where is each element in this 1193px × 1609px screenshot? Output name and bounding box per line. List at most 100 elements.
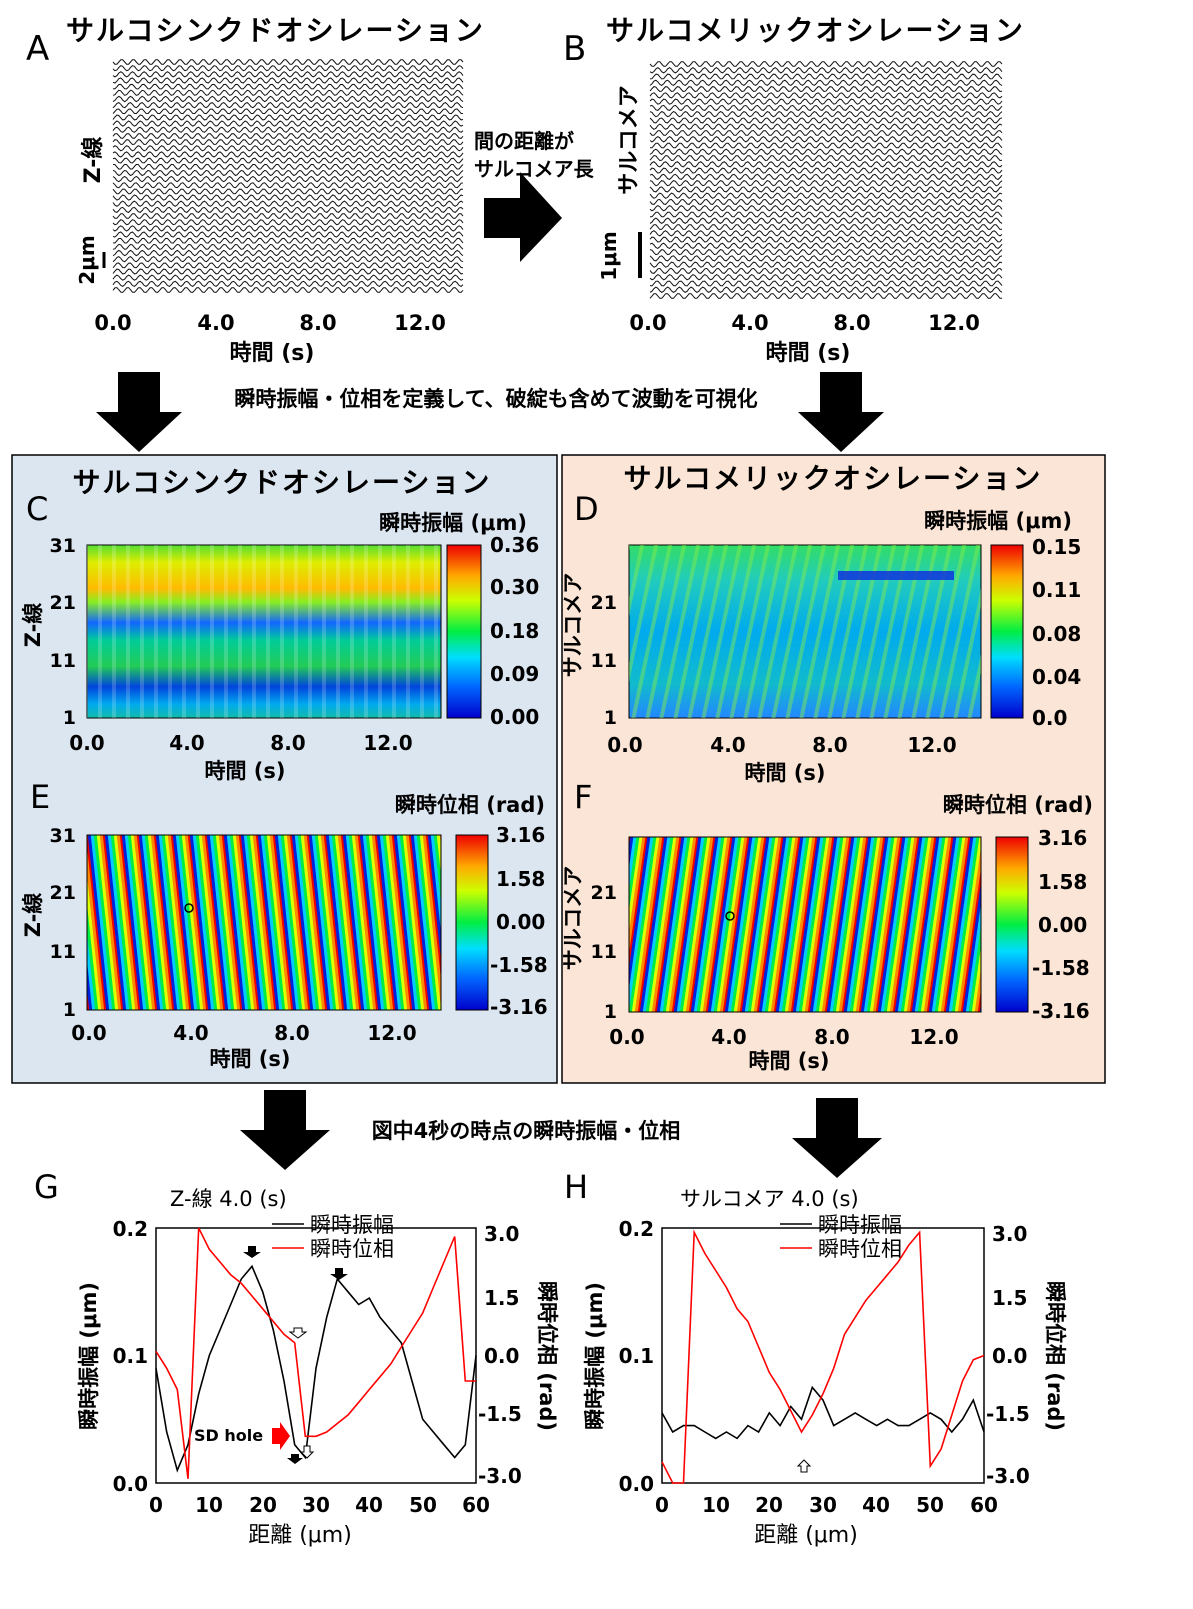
panel-c-ytick-1: 21	[50, 592, 76, 614]
panel-e-ytick-0: 31	[50, 825, 76, 847]
tracesA-trace	[112, 206, 464, 213]
tracesB-trace	[649, 236, 1003, 243]
tracesB-trace	[649, 186, 1003, 193]
panel-c-ytick-2: 11	[50, 650, 76, 672]
tracesA-trace	[112, 65, 464, 72]
panel-d-low-band	[838, 571, 954, 580]
tracesB-trace	[649, 249, 1003, 256]
panel-h-ytick-left-2: 0.0	[619, 1472, 654, 1496]
panel-h-xtick-3: 30	[809, 1493, 837, 1517]
tracesA-trace	[112, 194, 464, 201]
tracesA-trace	[112, 219, 464, 226]
row1-arrow-text: 瞬時振幅・位相を定義して、破綻も含めて波動を可視化	[234, 387, 757, 411]
panel-a-ylabel-text: Z-線	[80, 137, 106, 184]
panel-c-cbar-title: 瞬時振幅 (μm)	[379, 511, 527, 535]
panel-g-ytick-right-3: -1.5	[478, 1402, 522, 1426]
panel-g-down-marker-icon-1	[243, 1246, 261, 1258]
down-arrow-icon-right-2	[792, 1098, 882, 1178]
panel-e-cbar-tick-4: -3.16	[490, 995, 548, 1019]
panel-d-cbar-tick-1: 0.11	[1032, 578, 1081, 602]
tracesB-trace	[649, 180, 1003, 187]
tracesB-trace	[649, 167, 1003, 174]
panel-h-xtick-1: 10	[702, 1493, 730, 1517]
panel-g-xtick-0: 0	[149, 1493, 163, 1517]
panel-d-ytick-1: 11	[591, 650, 617, 672]
panel-d-ylabel: サルコメア	[561, 573, 585, 678]
panel-e-marker	[184, 903, 194, 913]
panel-b-xlabel: 時間 (s)	[766, 341, 851, 366]
panel-c-xtick-2: 8.0	[270, 731, 305, 755]
panel-f-ylabel: サルコメア	[561, 866, 585, 971]
panel-f-ytick-2: 1	[604, 1001, 617, 1023]
panel-a-xtick-2: 8.0	[299, 311, 336, 335]
tracesA-trace	[112, 77, 464, 84]
panel-e-xtick-0: 0.0	[71, 1021, 106, 1045]
panel-e-cbar-tick-1: 1.58	[496, 867, 545, 891]
panel-g-down-marker-icon-3	[287, 1454, 303, 1464]
panel-d-xtick-0: 0.0	[607, 733, 642, 757]
panel-letter-b: B	[563, 29, 586, 69]
panel-b-xtick-3: 12.0	[928, 311, 980, 335]
panel-d-cbar-tick-0: 0.15	[1032, 535, 1081, 559]
tracesB-trace	[649, 267, 1003, 274]
panel-g-title: Z-線 4.0 (s)	[170, 1187, 287, 1211]
panel-c-heatmap-texture	[87, 545, 441, 718]
panel-e-cbar-title: 瞬時位相 (rad)	[395, 793, 545, 817]
tracesB-trace	[649, 198, 1003, 205]
tracesB-trace	[649, 61, 1003, 67]
tracesB-trace	[649, 123, 1003, 130]
panel-d-cbar-tick-3: 0.04	[1032, 665, 1081, 689]
panel-f-cbar-tick-2: 0.00	[1038, 913, 1087, 937]
panel-f-cbar-tick-3: -1.58	[1032, 956, 1090, 980]
panel-b-traces	[649, 61, 1003, 299]
panel-h-ytick-right-4: -3.0	[986, 1464, 1030, 1488]
panel-b-xtick-0: 0.0	[629, 311, 666, 335]
panel-g-up-marker-open-icon	[299, 1445, 315, 1459]
panel-h-legend-phase: 瞬時位相	[818, 1237, 902, 1261]
tracesB-trace	[649, 92, 1003, 99]
tracesA-trace	[112, 287, 464, 293]
panel-e-heatmap	[86, 834, 442, 1011]
panel-h-ylabel-left: 瞬時振幅 (μm)	[583, 1282, 607, 1430]
panel-g-xlabel: 距離 (μm)	[248, 1523, 352, 1548]
panel-f-marker	[725, 911, 735, 921]
panel-g-ytick-left-2: 0.0	[113, 1472, 148, 1496]
panel-f-xtick-1: 4.0	[711, 1025, 746, 1049]
panel-letter-g: G	[34, 1168, 59, 1206]
tracesB-trace	[649, 230, 1003, 237]
panel-f-cbar-tick-0: 3.16	[1038, 826, 1087, 850]
panel-h-ytick-left-1: 0.1	[619, 1344, 654, 1368]
panel-g-down-marker-open-icon	[288, 1327, 308, 1339]
panel-d-heatmap-texture	[629, 545, 981, 718]
panel-c-cbar-tick-2: 0.18	[490, 619, 539, 643]
panel-h-ytick-right-3: -1.5	[986, 1402, 1030, 1426]
tracesA-trace	[112, 256, 464, 263]
tracesB-trace	[649, 111, 1003, 118]
panel-g-legend-amp: 瞬時振幅	[310, 1213, 394, 1237]
tracesA-trace	[112, 157, 464, 164]
tracesB-trace	[649, 130, 1003, 136]
panel-f-ytick-1: 11	[591, 941, 617, 963]
tracesA-trace	[112, 95, 464, 103]
panel-c-ylabel: Z-線	[21, 603, 45, 648]
tracesB-trace	[649, 66, 1003, 74]
tracesB-trace	[649, 286, 1003, 294]
panel-h-xlabel: 距離 (μm)	[754, 1523, 858, 1548]
down-arrow-icon-left	[96, 372, 182, 452]
panel-b-scalebar-label: 1μm	[597, 231, 621, 280]
tracesB-trace	[649, 135, 1003, 143]
panel-c-cbar-tick-3: 0.09	[490, 662, 539, 686]
tracesB-trace	[649, 173, 1003, 180]
panel-letter-a: A	[26, 29, 49, 69]
plotH-series-amplitude-line	[661, 1385, 985, 1440]
panel-h-xtick-2: 20	[755, 1493, 783, 1517]
panel-h-xtick-6: 60	[970, 1493, 998, 1517]
panel-b-xtick-2: 8.0	[833, 311, 870, 335]
panel-f-colorbar	[995, 836, 1029, 1013]
panel-c-cbar-tick-4: 0.00	[490, 705, 539, 729]
panel-a-xlabel: 時間 (s)	[230, 341, 315, 366]
panel-c-cbar-tick-1: 0.30	[490, 575, 539, 599]
tracesA-trace	[112, 120, 464, 127]
tracesA-trace	[112, 262, 464, 269]
